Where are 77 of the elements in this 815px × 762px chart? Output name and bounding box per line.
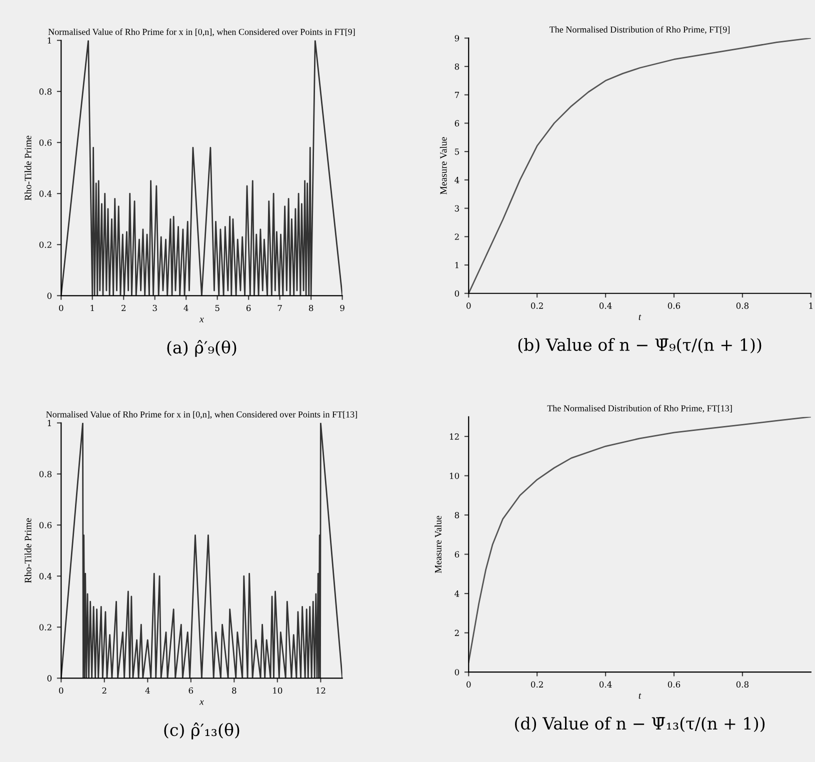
x-tick-label: 7	[278, 304, 282, 312]
x-tick-label: 0	[466, 302, 471, 309]
chart-title: The Normalised Distribution of Rho Prime, FT[13]	[547, 404, 732, 413]
text: (a) ρ̂′₉(θ)	[167, 340, 236, 357]
x-axis-title: x	[199, 700, 204, 705]
x-tick-label: 9	[340, 304, 344, 312]
y-tick-label: 0	[47, 675, 52, 682]
x-tick-label: 0.4	[599, 302, 612, 309]
x-tick-label: 0.6	[668, 681, 680, 688]
y-axis-title: Measure Value	[440, 137, 447, 194]
y-tick-label: 2	[454, 630, 459, 636]
x-tick-label: 1	[809, 302, 812, 309]
y-tick-label: 10	[450, 472, 460, 480]
x-tick-label: 0.6	[668, 302, 680, 309]
y-axis-title: Rho-Tilde Prime	[24, 518, 32, 583]
x-axis-title: t	[638, 314, 642, 320]
x-tick-label: 8	[308, 304, 314, 312]
x-tick-label: 6	[188, 687, 194, 694]
chart-title: Normalised Value of Rho Prime for x in [0,n], when Considered over Points in FT[13]	[46, 411, 357, 419]
y-tick-label: 1	[48, 420, 51, 426]
x-tick-label: 4	[145, 687, 150, 694]
y-tick-label: 0.6	[39, 522, 52, 528]
x-tick-label: 12	[316, 687, 326, 694]
x-tick-label: 10	[273, 687, 282, 694]
chart-title: Normalised Value of Rho Prime for x in [0,n], when Considered over Points in FT[9]	[48, 28, 355, 36]
y-tick-label: 12	[450, 433, 459, 440]
x-axis-title: t	[638, 693, 642, 699]
line-series	[61, 40, 342, 296]
y-tick-label: 0.2	[39, 624, 52, 630]
x-tick-label: 8	[232, 687, 236, 694]
x-tick-label: 0.2	[531, 681, 543, 688]
x-tick-label: 0.8	[736, 302, 749, 309]
y-tick-label: 0.6	[39, 139, 52, 146]
line-series	[468, 38, 811, 294]
y-tick-label: 5	[455, 148, 459, 155]
y-tick-label: 0.2	[39, 242, 52, 248]
y-tick-label: 4	[454, 590, 460, 597]
x-tick-label: 0	[466, 681, 471, 688]
y-tick-label: 1	[455, 262, 458, 268]
y-tick-label: 2	[454, 234, 459, 240]
y-tick-label: 8	[454, 512, 460, 518]
x-tick-label: 4	[184, 304, 188, 312]
line-series	[61, 422, 342, 678]
line-series	[468, 416, 811, 663]
x-tick-label: 6	[246, 304, 251, 312]
y-tick-label: 7	[454, 92, 459, 98]
y-tick-label: 1	[48, 37, 51, 44]
x-tick-label: 0	[59, 304, 64, 312]
text: (c) ρ̂′₁₃(θ)	[164, 722, 240, 740]
text: (d) Value of n − Ψ̄₁₃(τ/(n + 1))	[515, 716, 765, 732]
x-tick-label: 3	[152, 304, 157, 312]
y-tick-label: 4	[454, 176, 460, 184]
chart-title: The Normalised Distribution of Rho Prime, FT[9]	[550, 26, 730, 34]
y-tick-label: 9	[454, 35, 460, 42]
y-tick-label: 8	[454, 63, 460, 70]
x-tick-label: 2	[102, 687, 106, 694]
x-tick-label: 0.2	[531, 302, 543, 309]
x-tick-label: 5	[215, 304, 220, 312]
text: (b) Value of n − Ψ̄₉(τ/(n + 1))	[518, 338, 762, 354]
y-axis-title: Measure Value	[434, 516, 442, 574]
y-tick-label: 6	[454, 551, 460, 558]
y-tick-label: 0.4	[39, 190, 52, 197]
x-tick-label: 0	[59, 687, 64, 694]
x-tick-label: 0.8	[736, 681, 749, 688]
y-tick-label: 3	[454, 205, 459, 212]
y-tick-label: 0.8	[39, 470, 52, 478]
y-tick-label: 0	[47, 292, 52, 299]
y-tick-label: 0.8	[39, 88, 52, 95]
x-tick-label: 0.4	[599, 681, 612, 688]
y-tick-label: 0	[454, 669, 460, 676]
y-tick-label: 0.4	[39, 573, 52, 580]
x-axis-title: x	[199, 318, 204, 322]
y-axis-title: Rho-Tilde Prime	[24, 136, 32, 200]
x-tick-label: 2	[122, 304, 126, 312]
x-tick-label: 1	[90, 304, 94, 312]
y-tick-label: 0	[454, 290, 460, 297]
y-tick-label: 6	[454, 120, 460, 126]
